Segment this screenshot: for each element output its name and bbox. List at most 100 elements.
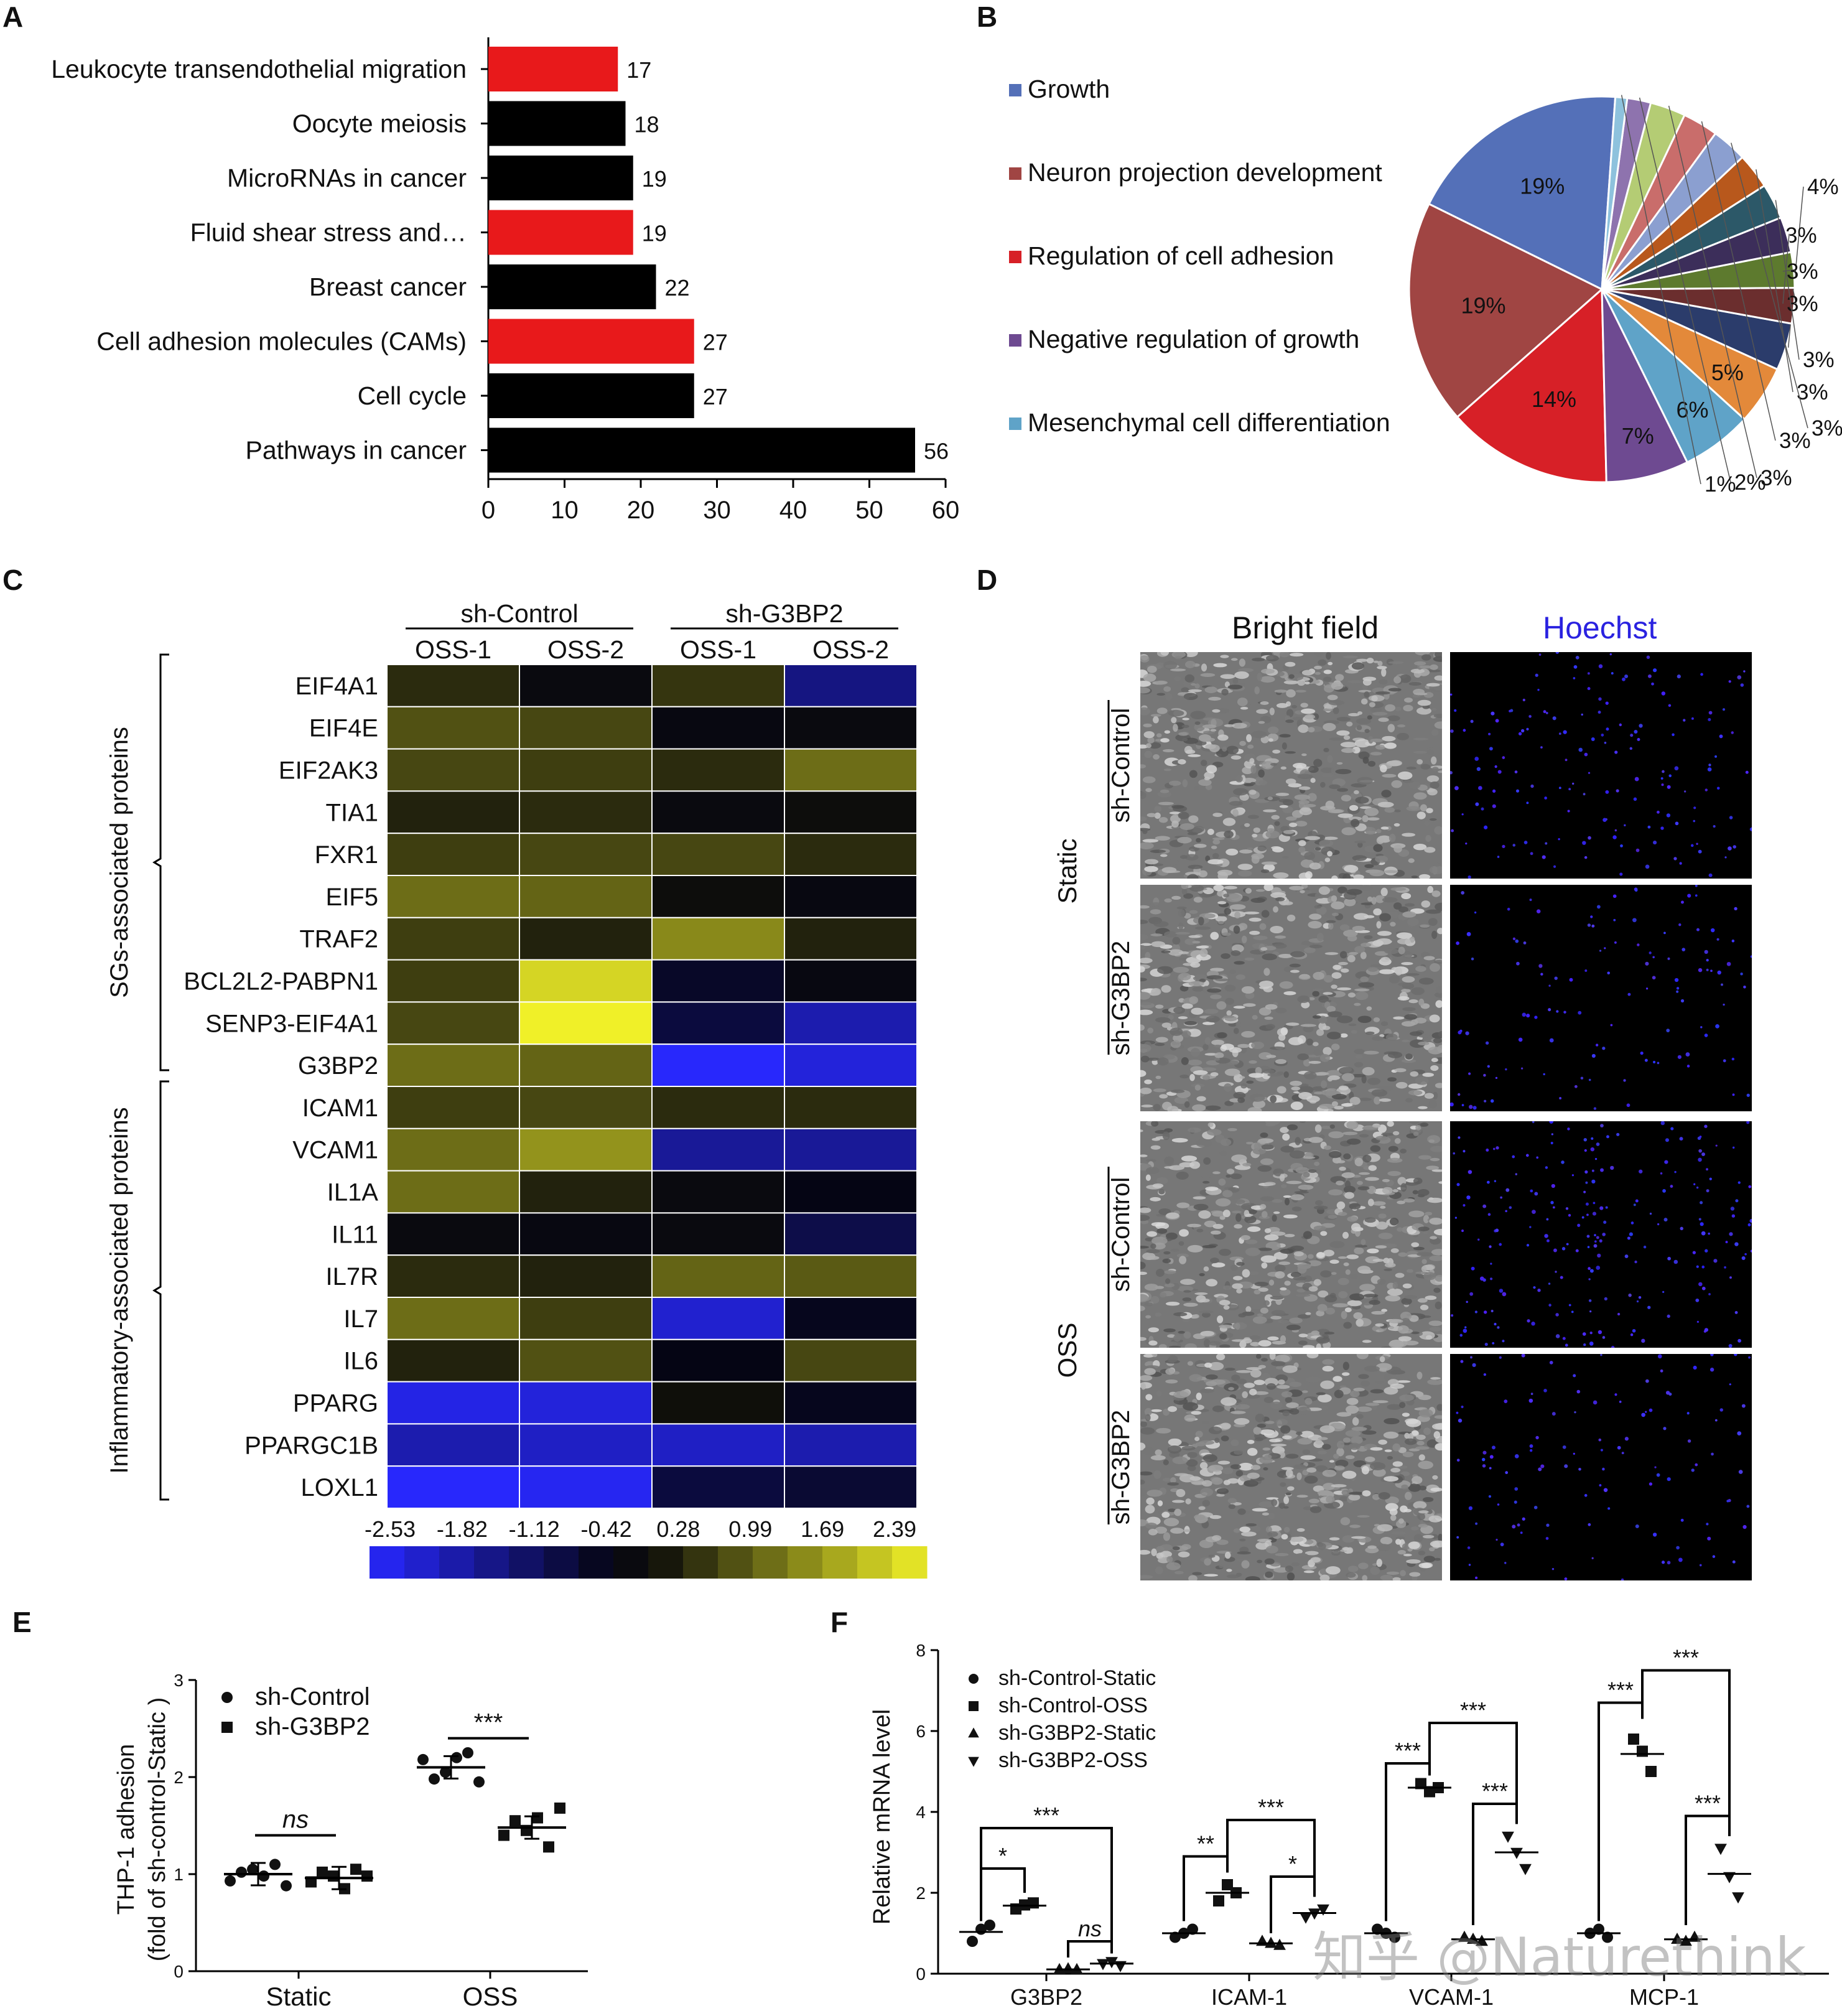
cell [1389,1218,1399,1226]
cell [1355,991,1369,1001]
cell [1145,1174,1151,1181]
nucleus [1591,737,1595,741]
cell [1326,1495,1335,1503]
cell [1253,935,1268,940]
cell [1212,1405,1224,1412]
c-heatmap-cell [651,959,785,1003]
cell [1204,777,1211,781]
nucleus [1695,1463,1698,1467]
cell [1155,1075,1161,1080]
cell [1377,666,1387,670]
cell [1393,676,1402,684]
cell [1176,1171,1189,1180]
cell [1255,1354,1262,1359]
cell [1212,1171,1221,1174]
nucleus [1737,1181,1741,1184]
cell [1210,1072,1219,1076]
cell [1182,737,1188,742]
cell [1297,1437,1313,1445]
cell [1326,1070,1342,1077]
hoechst-texture [1450,652,1752,879]
panel-a-bar-chart: Leukocyte transendothelial migration 17Oo… [51,37,959,524]
cell [1404,903,1415,907]
cell [1157,1057,1169,1066]
cell [1150,1145,1161,1150]
cell [1308,1169,1317,1174]
cell [1411,1242,1420,1248]
cell [1340,1517,1351,1526]
nucleus [1495,1538,1498,1541]
cell [1426,1165,1440,1170]
cell [1198,870,1208,877]
c-heatmap-cell [784,1381,918,1425]
cell [1257,845,1267,852]
cell [1339,1496,1349,1501]
f-legend-label: sh-G3BP2-OSS [998,1748,1148,1772]
nucleus [1602,818,1607,822]
cell [1140,1575,1153,1579]
c-heatmap-cell [519,1254,653,1298]
cell [1205,1186,1219,1191]
c-heatmap-cell [784,1465,918,1509]
f-xtick-label: G3BP2 [1010,1984,1082,2010]
nucleus [1611,1345,1615,1348]
nucleus [1704,1034,1708,1037]
cell [1183,1290,1191,1293]
c-heatmap-cell [784,1001,918,1045]
hoechst-image [1450,885,1752,1111]
e-legend-marker [221,1722,233,1733]
a-value-label: 22 [665,275,690,301]
nucleus [1708,1232,1710,1235]
nucleus [1488,732,1491,735]
cell [1188,689,1202,693]
cell [1408,1090,1423,1096]
nucleus [1714,1419,1718,1422]
cell [1212,839,1221,845]
cell [1373,844,1383,852]
cell [1410,1526,1419,1531]
nucleus [1684,790,1686,793]
cell [1247,1472,1260,1479]
nucleus [1731,1057,1735,1061]
nucleus [1708,717,1711,722]
cell [1140,1055,1150,1063]
a-value-label: 56 [924,439,949,464]
cell [1249,1388,1257,1396]
cell [1224,1101,1234,1106]
cell [1173,1006,1186,1014]
nucleus [1594,1158,1598,1160]
cell [1323,836,1338,840]
nucleus [1596,905,1601,909]
cell [1375,1245,1387,1249]
cell [1145,1365,1160,1369]
cell [1140,1246,1149,1249]
cell [1380,765,1387,773]
cell [1416,707,1431,715]
cell [1285,816,1297,821]
cell [1222,1210,1230,1218]
nucleus [1497,856,1500,858]
c-heatmap-cell [784,1127,918,1172]
nucleus [1461,1104,1464,1106]
cell [1356,725,1362,730]
nucleus [1670,1185,1673,1188]
cell [1198,1310,1214,1314]
c-heatmap-cell [519,1001,653,1045]
cell [1306,1376,1321,1383]
cell [1211,1262,1226,1267]
cell [1323,992,1333,995]
cell [1219,1300,1230,1305]
cell [1216,1001,1227,1010]
cell [1347,1216,1358,1222]
cell [1342,1361,1349,1371]
c-heatmap-cell [784,790,918,834]
cell [1431,890,1441,897]
cell [1438,1534,1442,1542]
cell [1283,1195,1292,1198]
cell [1268,1279,1275,1286]
cell [1168,1508,1176,1513]
cell [1380,1205,1386,1209]
cell [1289,1408,1300,1415]
cell [1210,994,1222,999]
nucleus [1527,1319,1530,1323]
